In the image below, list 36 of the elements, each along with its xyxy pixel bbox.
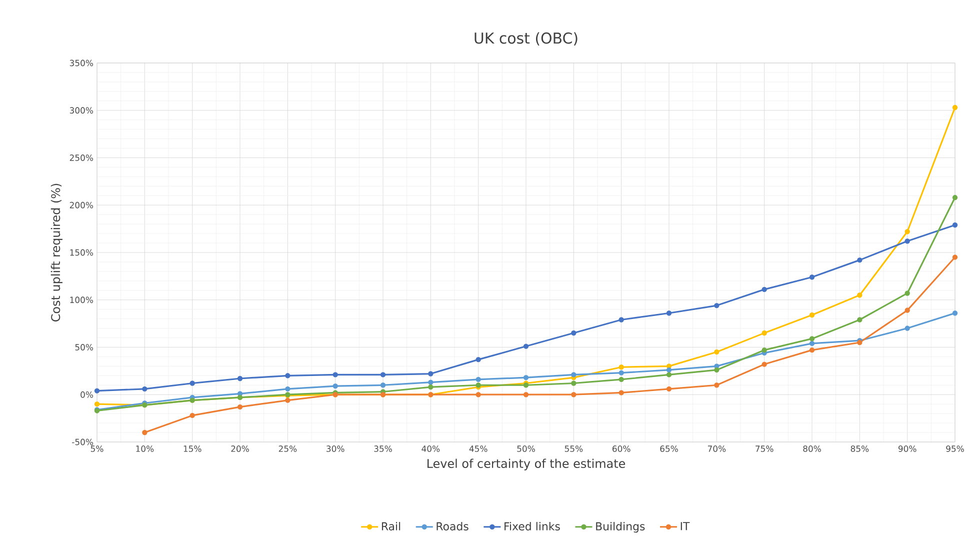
y-tick-label: 200% xyxy=(70,202,94,208)
legend-label: Fixed links xyxy=(504,522,560,530)
y-tick-label: 300% xyxy=(70,107,94,114)
x-tick-label: 65% xyxy=(660,446,678,452)
x-tick-label: 20% xyxy=(231,446,249,452)
y-tick-label: 150% xyxy=(70,249,94,256)
x-tick-label: 40% xyxy=(422,446,440,452)
x-tick-label: 85% xyxy=(850,446,869,452)
x-tick-label: 45% xyxy=(469,446,488,452)
legend-label: Roads xyxy=(436,522,468,530)
legend-label: IT xyxy=(680,522,690,530)
x-tick-label: 55% xyxy=(564,446,583,452)
y-tick-label: 250% xyxy=(70,154,94,161)
x-tick-label: 30% xyxy=(326,446,344,452)
y-tick-label: 350% xyxy=(70,60,94,66)
x-tick-label: 10% xyxy=(136,446,154,452)
x-tick-label: 5% xyxy=(90,446,104,452)
y-tick-label: -50% xyxy=(72,438,94,446)
x-axis-title: Level of certainty of the estimate xyxy=(428,458,626,470)
legend-label: Buildings xyxy=(596,522,645,533)
y-tick-label: 50% xyxy=(75,344,94,350)
chart-title: UK cost (OBC) xyxy=(474,32,578,46)
x-tick-label: 70% xyxy=(708,446,726,452)
y-tick-label: 0% xyxy=(80,391,94,398)
x-tick-label: 35% xyxy=(374,446,392,452)
x-tick-label: 15% xyxy=(184,446,202,452)
x-tick-label: 90% xyxy=(898,446,916,452)
y-tick-label: 100% xyxy=(70,296,94,304)
x-tick-label: 75% xyxy=(756,446,774,452)
x-tick-label: 95% xyxy=(946,446,964,452)
x-tick-label: 25% xyxy=(278,446,297,452)
x-tick-label: 60% xyxy=(612,446,630,452)
y-axis-title: Cost uplift required (%) xyxy=(50,184,62,322)
x-tick-label: 80% xyxy=(803,446,821,452)
x-tick-label: 50% xyxy=(517,446,535,452)
legend-label: Rail xyxy=(382,522,400,530)
